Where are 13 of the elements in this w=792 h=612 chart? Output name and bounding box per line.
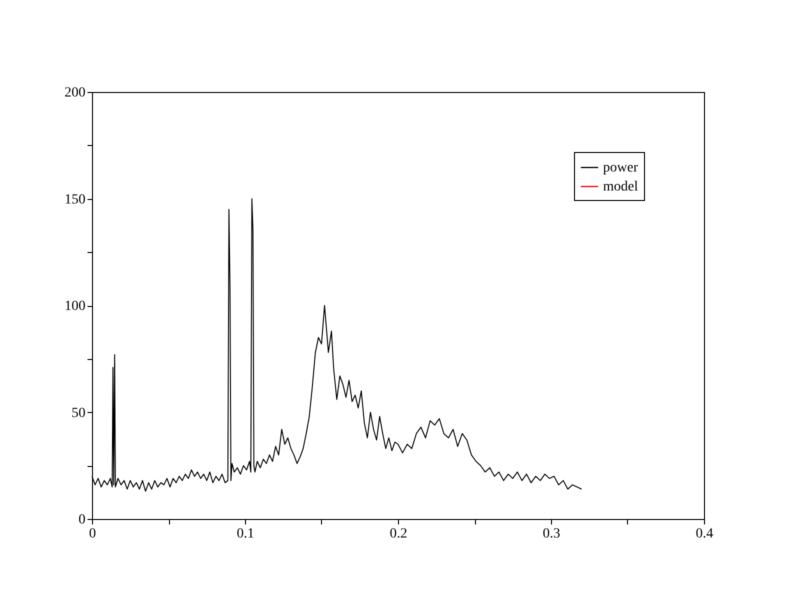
y-tick-label: 50 bbox=[72, 406, 86, 421]
y-tick-label: 200 bbox=[64, 86, 86, 100]
x-tick-label: 0 bbox=[89, 526, 96, 542]
x-tick-label: 0.3 bbox=[542, 526, 560, 542]
x-tick-label: 0.4 bbox=[696, 526, 714, 542]
y-tick-label: 150 bbox=[64, 192, 86, 208]
y-tick-label: 100 bbox=[64, 299, 86, 314]
line-series bbox=[92, 198, 582, 492]
x-tick-label: 0.1 bbox=[236, 526, 254, 542]
y-tick-label: 0 bbox=[78, 512, 86, 528]
x-tick-label: 0.2 bbox=[390, 526, 408, 542]
legend-label: model bbox=[603, 180, 638, 194]
legend-label: power bbox=[603, 160, 638, 176]
